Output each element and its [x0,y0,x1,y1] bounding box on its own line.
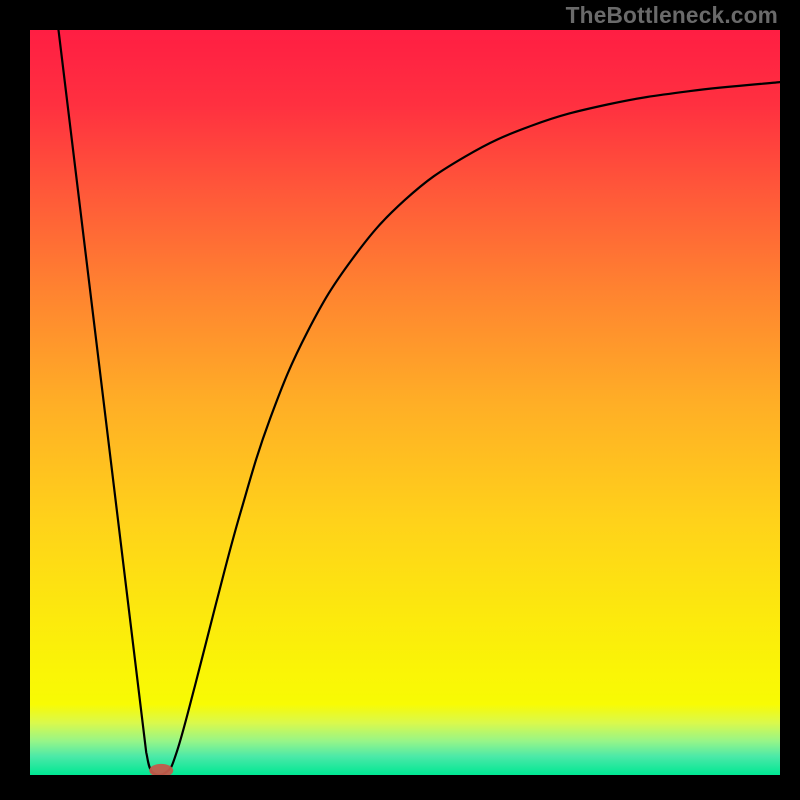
bottleneck-curve [59,30,781,775]
chart-plot [30,30,780,775]
watermark-text: TheBottleneck.com [566,2,778,29]
plot-svg [30,30,780,775]
valley-marker [149,764,173,775]
